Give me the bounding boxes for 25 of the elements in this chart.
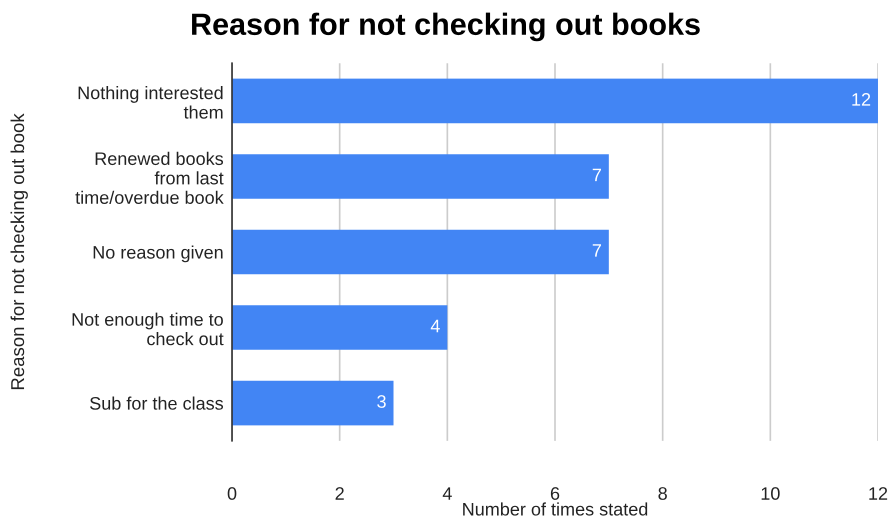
x-tick-label: 10 (762, 487, 780, 500)
data-label: 12 (852, 93, 870, 106)
y-tick-label: Not enough time to check out (72, 312, 224, 346)
x-tick-label: 12 (869, 487, 888, 500)
y-tick-label: No reason given (94, 245, 223, 262)
bar (232, 154, 609, 199)
data-label: 4 (430, 320, 440, 332)
x-tick-label: 8 (658, 487, 667, 500)
x-tick-label: 2 (336, 487, 344, 500)
bar (232, 380, 394, 426)
bar (232, 305, 448, 350)
y-tick-label: Nothing interested them (78, 86, 223, 119)
x-tick-label: 4 (442, 487, 452, 500)
x-tick-label: 6 (550, 487, 560, 500)
bar (232, 78, 878, 124)
data-label: 3 (377, 395, 386, 408)
y-tick-label: Sub for the class (90, 396, 224, 410)
y-axis-title: Reason for not checking out book (10, 113, 28, 390)
chart-title: Reason for not checking out books (192, 12, 700, 42)
y-tick-label: Renewed books from last time/overdue book (75, 152, 224, 204)
data-label: 7 (592, 244, 601, 257)
x-axis-title: Number of times stated (463, 502, 648, 516)
x-tick-label: 0 (228, 487, 236, 500)
bar (232, 230, 609, 274)
data-label: 7 (592, 168, 601, 182)
